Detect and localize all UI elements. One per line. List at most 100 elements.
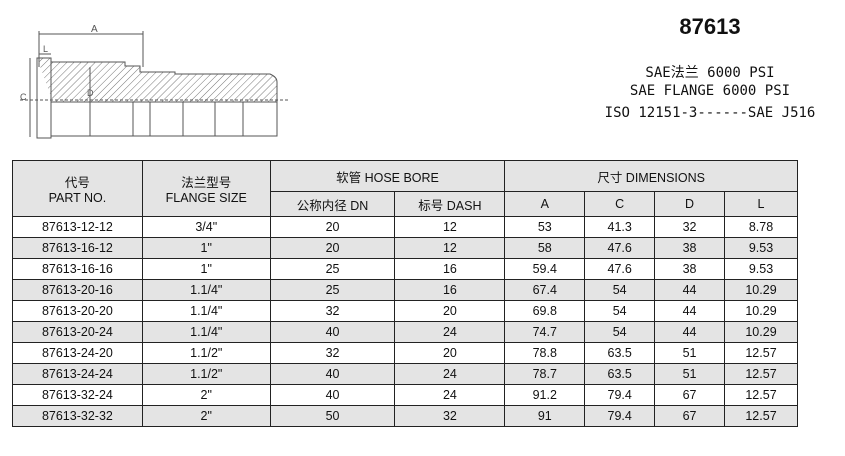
cell-dim-c: 41.3	[584, 216, 656, 238]
header-hose-bore: 软管 HOSE BORE	[269, 160, 506, 192]
cell-dim-a: 59.4	[504, 258, 586, 280]
header-flange-size: 法兰型号 FLANGE SIZE	[141, 160, 271, 217]
cell-dash: 20	[394, 342, 506, 364]
cell-dn: 32	[269, 342, 396, 364]
cell-dim-a: 91.2	[504, 384, 586, 406]
cell-dim-c: 47.6	[584, 237, 656, 259]
header-d: D	[654, 191, 726, 217]
header-dash: 标号 DASH	[394, 191, 506, 217]
cell-dash: 16	[394, 258, 506, 280]
header-part-no: 代号 PART NO.	[12, 160, 143, 217]
cell-dim-l: 10.29	[724, 279, 798, 301]
cell-dim-a: 78.8	[504, 342, 586, 364]
cell-dim-c: 54	[584, 279, 656, 301]
spec-line-en: SAE FLANGE 6000 PSI	[629, 83, 791, 99]
cell-dn: 40	[269, 384, 396, 406]
cell-dn: 25	[269, 279, 396, 301]
cell-part-no: 87613-32-32	[12, 405, 143, 427]
header-c: C	[584, 191, 656, 217]
cell-dim-l: 12.57	[724, 363, 798, 385]
cell-dn: 25	[269, 258, 396, 280]
cell-dim-c: 63.5	[584, 363, 656, 385]
table-row: 87613-32-32 2" 50 32 91 79.4 67 12.57	[12, 405, 798, 427]
dim-l-label: L	[43, 44, 48, 54]
table-row: 87613-20-20 1.1/4" 32 20 69.8 54 44 10.29	[12, 300, 798, 322]
cell-dim-c: 54	[584, 321, 656, 343]
cell-dn: 32	[269, 300, 396, 322]
table-row: 87613-16-16 1" 25 16 59.4 47.6 38 9.53	[12, 258, 798, 280]
cell-flange-size: 1.1/4"	[141, 300, 271, 322]
header-dn: 公称内径 DN	[269, 191, 396, 217]
cell-part-no: 87613-32-24	[12, 384, 143, 406]
cell-dim-a: 91	[504, 405, 586, 427]
cell-dim-c: 63.5	[584, 342, 656, 364]
cell-dim-l: 10.29	[724, 321, 798, 343]
cell-dim-d: 38	[654, 258, 726, 280]
cell-dn: 40	[269, 363, 396, 385]
cell-dim-d: 44	[654, 279, 726, 301]
fitting-drawing: A L C D	[20, 24, 290, 139]
cell-dim-d: 38	[654, 237, 726, 259]
cell-dim-l: 12.57	[724, 342, 798, 364]
cell-dn: 20	[269, 216, 396, 238]
part-title: 87613	[679, 14, 741, 39]
cell-part-no: 87613-24-20	[12, 342, 143, 364]
cell-dim-a: 78.7	[504, 363, 586, 385]
cell-dash: 20	[394, 300, 506, 322]
cell-part-no: 87613-16-12	[12, 237, 143, 259]
cell-flange-size: 2"	[141, 405, 271, 427]
spec-line-cn: SAE法兰 6000 PSI	[645, 65, 775, 81]
cell-flange-size: 1.1/2"	[141, 342, 271, 364]
cell-dim-d: 51	[654, 342, 726, 364]
header-l: L	[724, 191, 798, 217]
cell-flange-size: 2"	[141, 384, 271, 406]
cell-dim-l: 9.53	[724, 237, 798, 259]
cell-dim-a: 74.7	[504, 321, 586, 343]
header-a: A	[504, 191, 586, 217]
cell-part-no: 87613-12-12	[12, 216, 143, 238]
cell-dim-a: 53	[504, 216, 586, 238]
cell-dim-d: 51	[654, 363, 726, 385]
cell-dim-c: 79.4	[584, 405, 656, 427]
cell-flange-size: 1.1/4"	[141, 321, 271, 343]
table-row: 87613-32-24 2" 40 24 91.2 79.4 67 12.57	[12, 384, 798, 406]
cell-dash: 32	[394, 405, 506, 427]
cell-dim-d: 67	[654, 405, 726, 427]
cell-dim-l: 12.57	[724, 384, 798, 406]
cell-part-no: 87613-24-24	[12, 363, 143, 385]
dim-a-label: A	[91, 24, 98, 35]
cell-part-no: 87613-16-16	[12, 258, 143, 280]
cell-dim-l: 12.57	[724, 405, 798, 427]
cell-dim-a: 67.4	[504, 279, 586, 301]
table-row: 87613-20-16 1.1/4" 25 16 67.4 54 44 10.29	[12, 279, 798, 301]
cell-flange-size: 3/4"	[141, 216, 271, 238]
cell-dim-l: 10.29	[724, 300, 798, 322]
cell-dash: 24	[394, 363, 506, 385]
spec-line-iso: ISO 12151-3------SAE J516	[604, 105, 816, 121]
table-row: 87613-24-20 1.1/2" 32 20 78.8 63.5 51 12.57	[12, 342, 798, 364]
cell-dim-c: 79.4	[584, 384, 656, 406]
cell-dim-c: 54	[584, 300, 656, 322]
cell-dash: 24	[394, 384, 506, 406]
cell-dim-d: 32	[654, 216, 726, 238]
cell-dash: 24	[394, 321, 506, 343]
spec-table: 代号 PART NO. 法兰型号 FLANGE SIZE 软管 HOSE BORE …	[12, 160, 798, 427]
cell-dim-a: 58	[504, 237, 586, 259]
cell-dash: 12	[394, 216, 506, 238]
cell-dash: 16	[394, 279, 506, 301]
cell-dn: 40	[269, 321, 396, 343]
cell-dim-d: 67	[654, 384, 726, 406]
cell-flange-size: 1"	[141, 258, 271, 280]
cell-dn: 50	[269, 405, 396, 427]
table-row: 87613-24-24 1.1/2" 40 24 78.7 63.5 51 12.57	[12, 363, 798, 385]
cell-part-no: 87613-20-16	[12, 279, 143, 301]
table-row: 87613-20-24 1.1/4" 40 24 74.7 54 44 10.29	[12, 321, 798, 343]
cell-dim-c: 47.6	[584, 258, 656, 280]
cell-part-no: 87613-20-20	[12, 300, 143, 322]
cell-dn: 20	[269, 237, 396, 259]
cell-dim-l: 8.78	[724, 216, 798, 238]
cell-flange-size: 1.1/2"	[141, 363, 271, 385]
cell-flange-size: 1.1/4"	[141, 279, 271, 301]
cell-dim-l: 9.53	[724, 258, 798, 280]
table-row: 87613-16-12 1" 20 12 58 47.6 38 9.53	[12, 237, 798, 259]
